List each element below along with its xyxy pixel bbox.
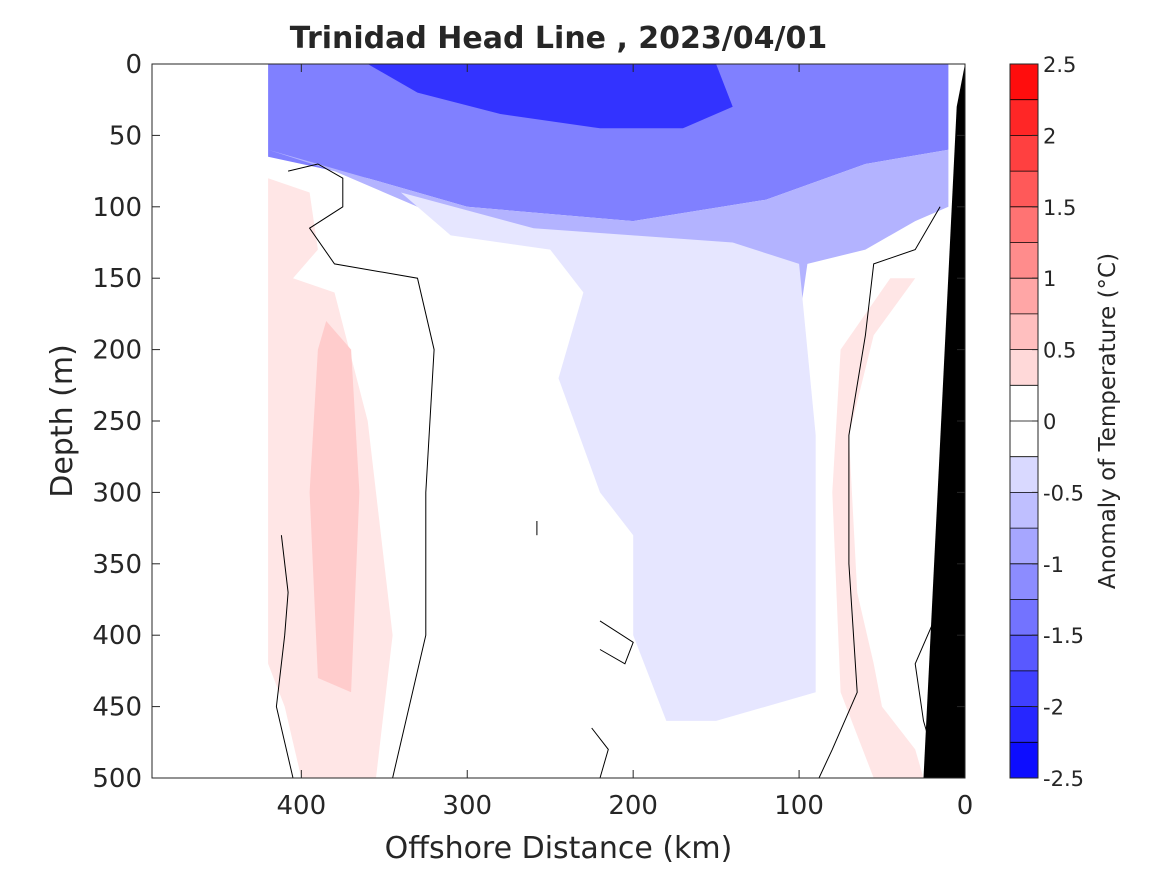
colorbar-tick-label-10: -2.5 [1043,767,1084,791]
x-tick-label-0: 400 [277,791,327,821]
zero-contour-3 [583,727,609,778]
colorbar-swatch [1010,64,1038,100]
colorbar-swatch [1010,456,1038,493]
colorbar-swatch [1010,742,1038,778]
colorbar-tick-label-3: 1 [1043,267,1056,291]
anomaly-region-3 [400,192,816,721]
colorbar-tick-label-1: 2 [1043,124,1056,148]
zero-contour-2 [599,620,634,665]
colorbar-label: Anomaly of Temperature (°C) [1095,253,1121,589]
colorbar-swatch [1010,242,1038,279]
colorbar-swatch [1010,278,1038,314]
colorbar-swatch [1010,349,1038,386]
x-axis-label: Offshore Distance (km) [385,831,733,866]
colorbar-tick-label-0: 2.5 [1043,53,1076,77]
y-tick-label-5: 250 [92,407,142,437]
y-tick-label-8: 400 [92,621,142,651]
colorbar-swatch [1010,99,1038,136]
colorbar-swatch [1010,599,1038,636]
chart-title: Trinidad Head Line , 2023/04/01 [290,21,827,56]
colorbar-tick-label-9: -2 [1043,696,1064,720]
colorbar-swatch [1010,528,1038,564]
anomaly-region-1 [367,64,733,129]
y-tick-label-7: 350 [92,550,142,580]
bathymetry-mask [923,64,965,778]
zero-contour-5 [818,206,941,778]
x-tick-label-4: 0 [957,791,974,821]
anomaly-region-0 [268,64,949,222]
colorbar-swatch [1010,206,1038,243]
colorbar-swatch [1010,635,1038,671]
colorbar-swatch [1010,313,1038,350]
plot-area [152,64,965,778]
colorbar-swatch [1010,385,1038,421]
y-tick-label-0: 0 [125,50,142,80]
x-tick-label-3: 100 [774,791,824,821]
colorbar-tick-label-2: 1.5 [1043,196,1076,220]
y-tick-label-4: 200 [92,336,142,366]
colorbar-swatch [1010,421,1038,457]
y-tick-label-10: 500 [92,764,142,794]
colorbar: 2.5 2 1.5 1 0.5 0 -0.5 -1 -1.5 -2 -2.5 Anomaly of T… [1009,53,1121,791]
colorbar-swatch [1010,171,1038,207]
colorbar-swatch [1010,492,1038,529]
y-tick-label-1: 50 [109,121,142,151]
colorbar-tick-label-6: -0.5 [1043,481,1084,505]
colorbar-tick-label-7: -1 [1043,553,1064,577]
x-tick-label-1: 300 [442,791,492,821]
y-tick-label-3: 150 [92,264,142,294]
y-tick-label-2: 100 [92,193,142,223]
y-axis-label: Depth (m) [45,344,80,498]
colorbar-tick-label-5: 0 [1043,410,1056,434]
zero-contour-0 [287,163,435,778]
y-tick-label-6: 300 [92,478,142,508]
colorbar-swatch [1010,135,1038,172]
colorbar-swatch [1010,670,1038,707]
colorbar-tick-label-8: -1.5 [1043,624,1084,648]
colorbar-tick-label-4: 0.5 [1043,339,1076,363]
y-tick-label-9: 450 [92,693,142,723]
anomaly-region-5 [309,321,360,693]
colorbar-swatch [1010,706,1038,743]
x-tick-label-2: 200 [608,791,658,821]
colorbar-swatch [1010,563,1038,600]
zero-contour-1 [275,535,294,778]
